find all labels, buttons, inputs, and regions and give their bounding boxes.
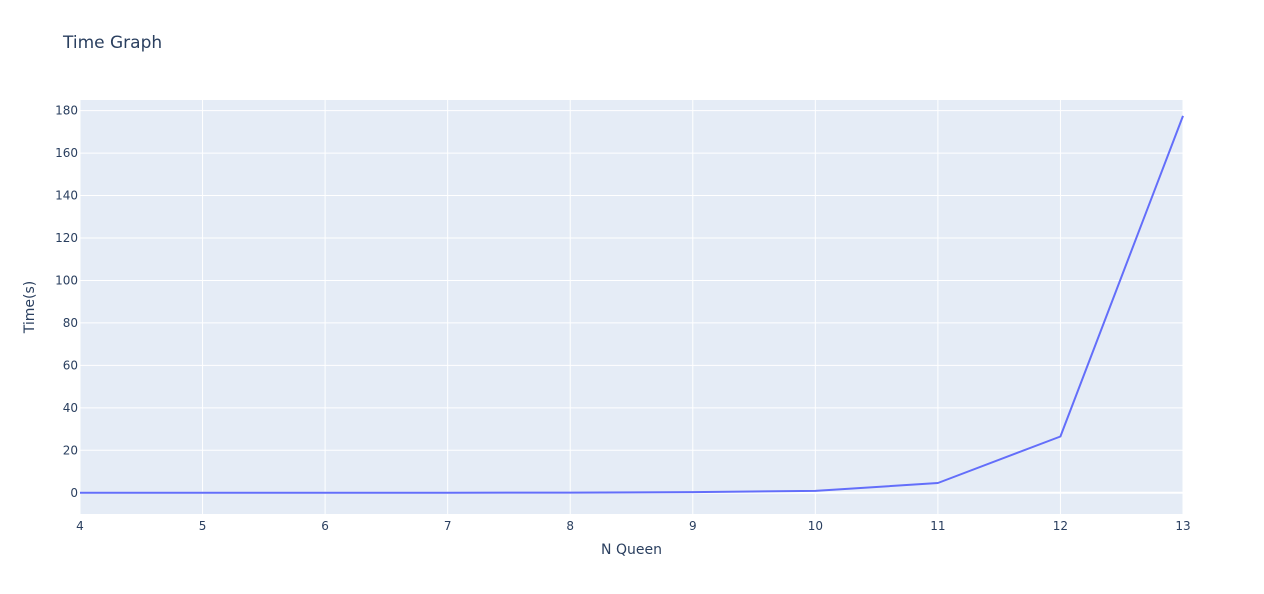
y-tick-label: 60 xyxy=(63,358,78,372)
y-tick-label: 140 xyxy=(55,189,78,203)
chart-title: Time Graph xyxy=(63,33,163,53)
y-tick-label: 80 xyxy=(63,316,78,330)
x-tick-labels: 4 5 6 7 8 9 10 11 12 13 xyxy=(76,519,1190,533)
y-tick-label: 0 xyxy=(70,486,78,500)
x-tick-label: 5 xyxy=(199,519,207,533)
y-tick-label: 120 xyxy=(55,231,78,245)
y-tick-label: 40 xyxy=(63,401,78,415)
x-tick-label: 13 xyxy=(1175,519,1190,533)
x-tick-label: 4 xyxy=(76,519,84,533)
y-axis-title: Time(s) xyxy=(22,281,38,334)
series-line xyxy=(80,115,1184,494)
x-gridlines xyxy=(79,100,1184,514)
x-tick-label: 10 xyxy=(808,519,823,533)
y-tick-label: 160 xyxy=(55,146,78,160)
x-tick-label: 6 xyxy=(321,519,329,533)
plot-area xyxy=(80,100,1183,514)
y-tick-label: 100 xyxy=(55,273,78,287)
x-tick-label: 12 xyxy=(1053,519,1068,533)
x-tick-label: 11 xyxy=(930,519,945,533)
y-tick-label: 20 xyxy=(63,443,78,457)
x-axis-title: N Queen xyxy=(601,542,662,558)
x-tick-label: 7 xyxy=(444,519,452,533)
y-tick-label: 180 xyxy=(55,104,78,118)
x-tick-label: 8 xyxy=(566,519,574,533)
x-tick-label: 9 xyxy=(689,519,697,533)
series-layer xyxy=(80,115,1184,494)
y-tick-labels: 0 20 40 60 80 100 120 140 160 180 xyxy=(55,104,78,500)
